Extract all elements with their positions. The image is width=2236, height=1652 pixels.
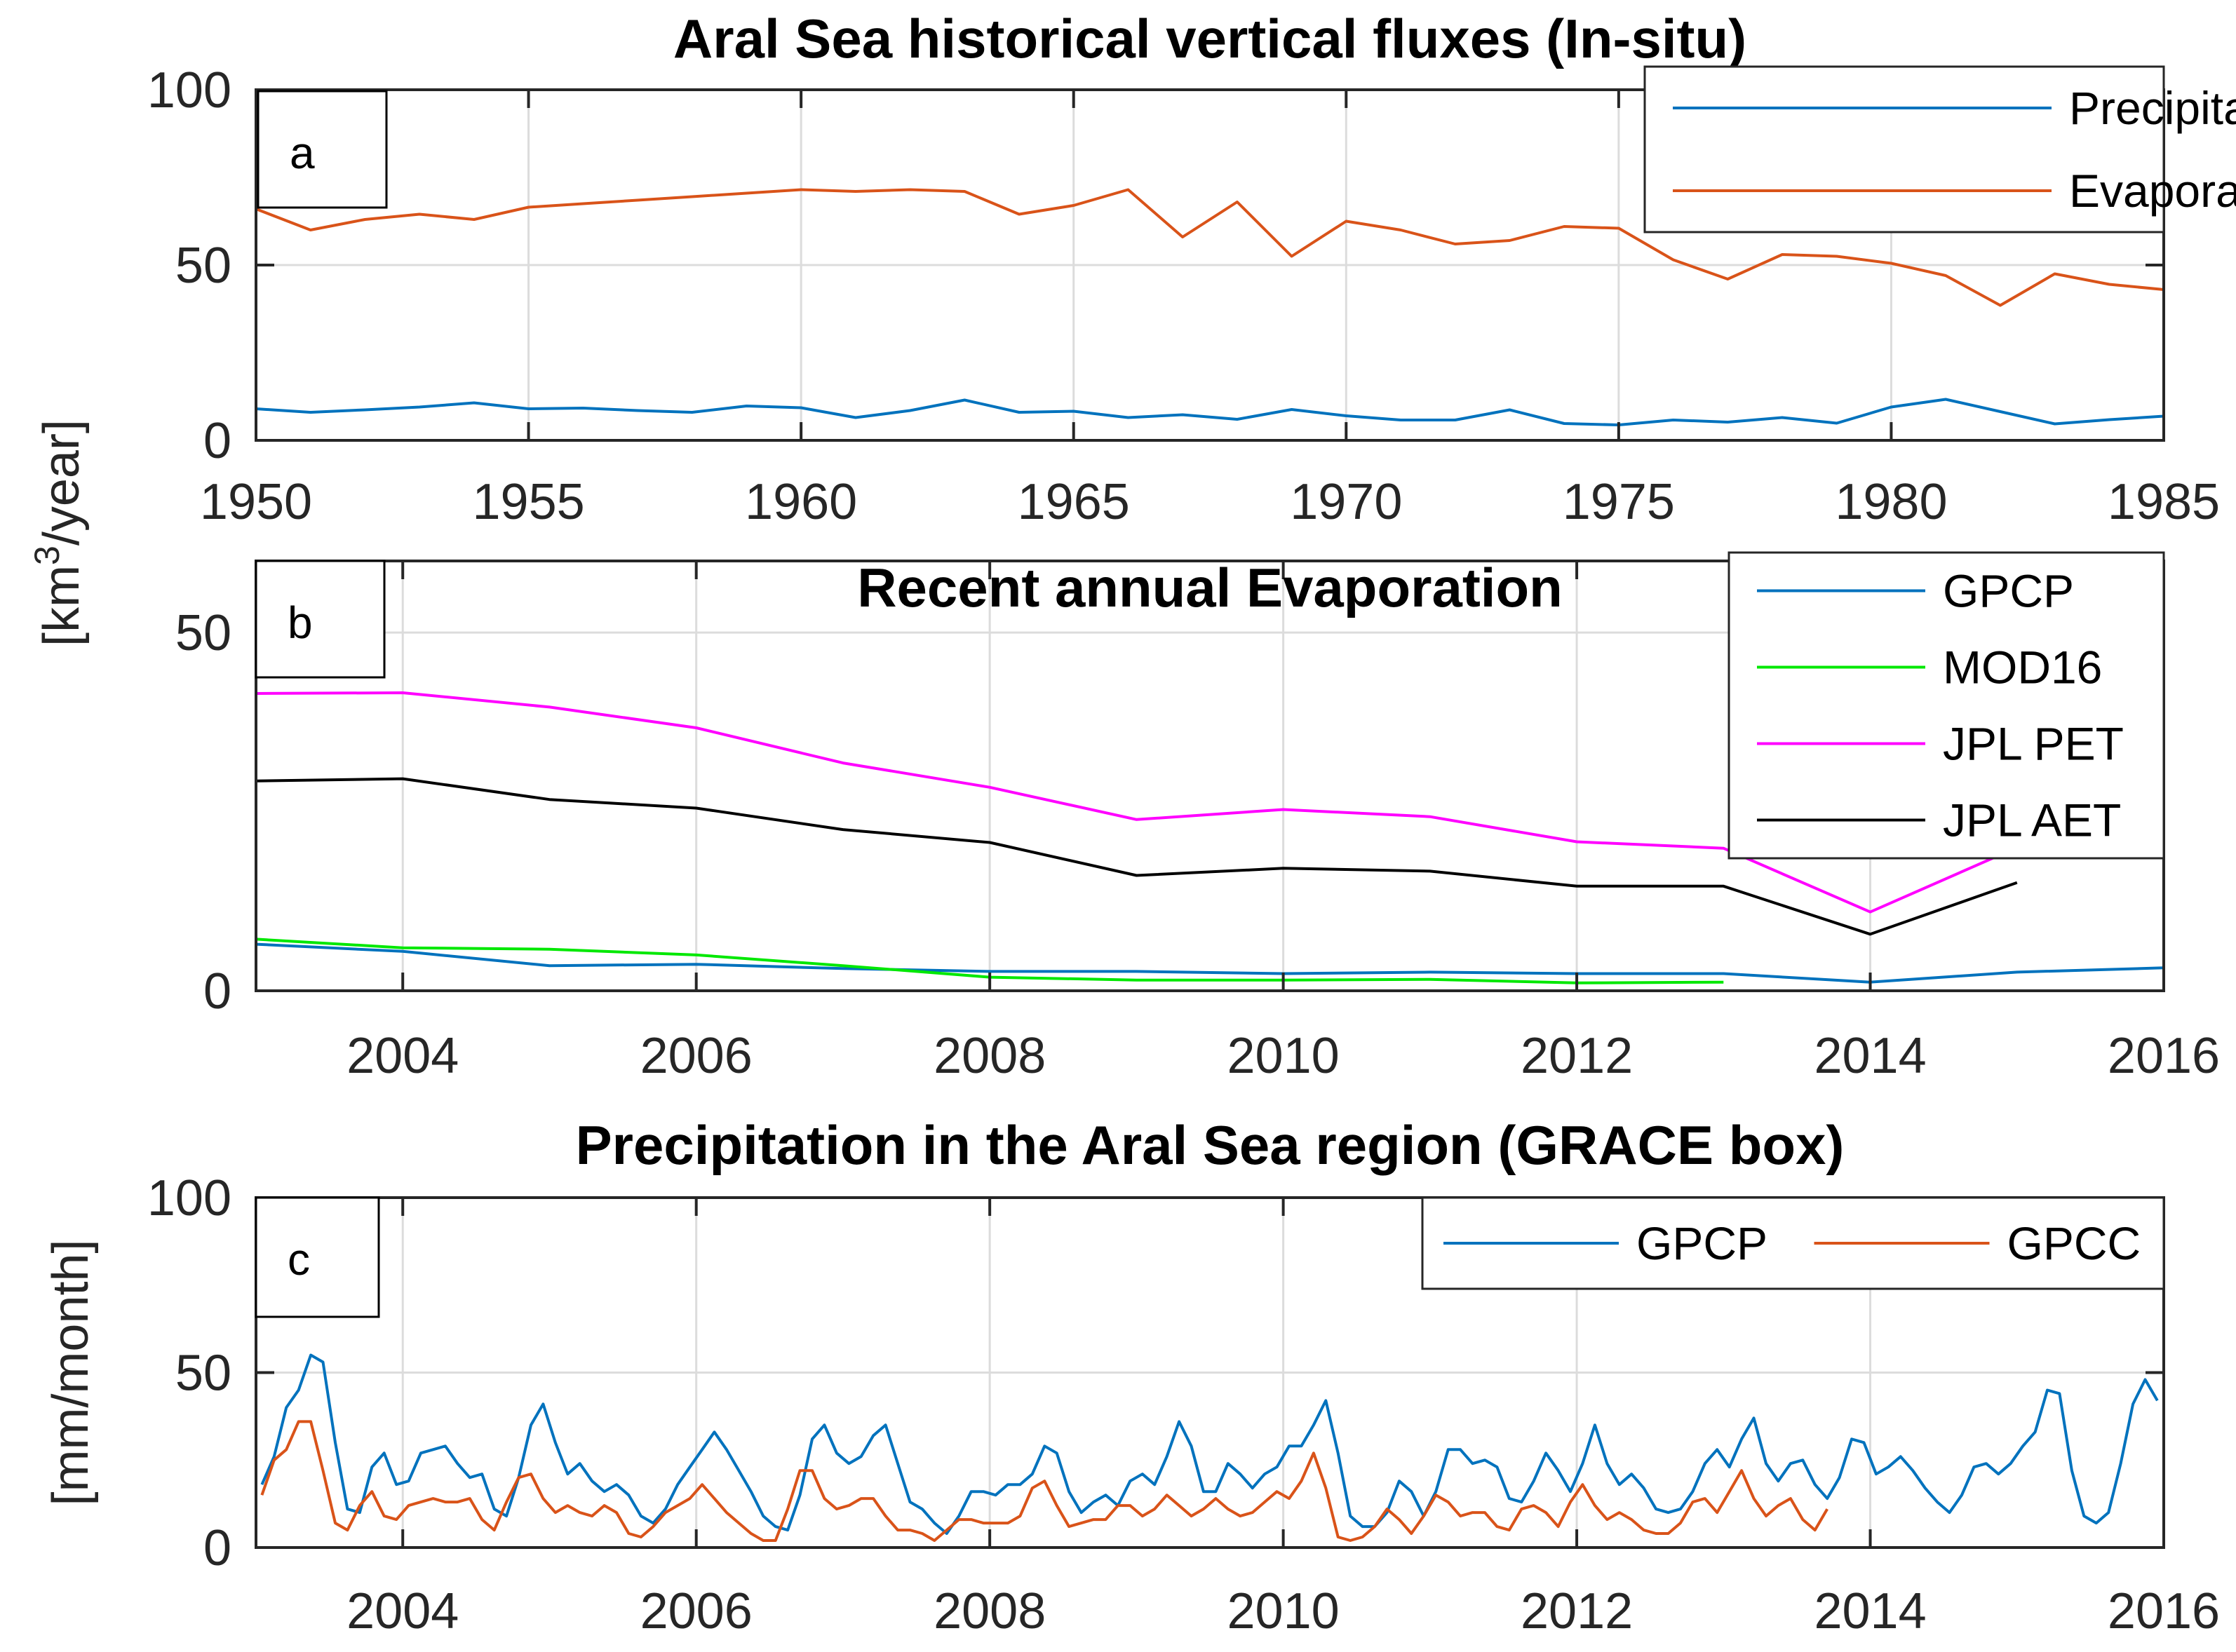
series-line-gpcc (260, 1420, 1828, 1542)
x-tick-label: 2008 (934, 1028, 1046, 1084)
y-tick-label: 0 (203, 1520, 231, 1576)
chart-title-c: Precipitation in the Aral Sea region (GR… (576, 1114, 1845, 1176)
x-tick-label: 1960 (745, 474, 857, 530)
y-tick-label: 0 (203, 963, 231, 1020)
x-tick-label: 2008 (934, 1583, 1046, 1639)
legend-label-gpcp: GPCP (1943, 565, 2074, 617)
x-tick-label: 2014 (1814, 1028, 1926, 1084)
legend-label-jpl-pet: JPL PET (1943, 718, 2124, 770)
y-tick-label: 100 (147, 1170, 231, 1226)
shared-y-axis-label: [km3/year] (27, 419, 90, 646)
series-line-gpcp (260, 1353, 2159, 1535)
chart-title-a: Aral Sea historical vertical fluxes (In-… (673, 8, 1746, 69)
y-tick-label: 50 (175, 605, 231, 661)
panel-b: 2004 2006 2008 2010 2012 2014 2016 0 50 Recent an… (175, 551, 2220, 1084)
x-tick-label: 1975 (1563, 474, 1675, 530)
panel-a: 1950 1955 1960 1965 1970 1975 1980 1985 0 50 100 Ar… (147, 8, 2236, 530)
x-tick-label: 2016 (2108, 1028, 2220, 1084)
panel-label-text: c (288, 1234, 310, 1285)
legend-label-mod16: MOD16 (1943, 642, 2102, 693)
panel-label-box (257, 90, 388, 209)
x-tick-label: 2010 (1227, 1583, 1340, 1639)
legend-box (1727, 551, 2165, 860)
legend-a: Precipitation Evaporation (1643, 65, 2236, 233)
x-tick-label: 2012 (1521, 1583, 1633, 1639)
y-tick-label: 50 (175, 1346, 231, 1402)
y-axis-label-c: [mm/month] (43, 1239, 99, 1505)
x-tick-label: 2006 (640, 1583, 753, 1639)
series-line-jpl-aet (255, 777, 2018, 936)
x-tick-label: 1970 (1290, 474, 1402, 530)
series-line-jpl-pet (255, 691, 2018, 914)
x-tick-label: 1980 (1835, 474, 1947, 530)
legend-b: GPCP MOD16 JPL PET JPL AET (1727, 551, 2165, 860)
panel-label-box (255, 560, 386, 679)
x-tick-label: 2012 (1521, 1028, 1633, 1084)
x-tick-label: 1965 (1018, 474, 1130, 530)
x-tick-label: 1955 (472, 474, 584, 530)
legend-label-gpcc: GPCC (2007, 1217, 2141, 1269)
series-line-evaporation (255, 188, 2164, 307)
panel-label-box (255, 1196, 380, 1318)
series-line-gpcp (255, 942, 2164, 984)
x-tick-label: 2004 (346, 1583, 459, 1639)
chart-title-b: Recent annual Evaporation (857, 557, 1563, 618)
panel-c: 2004 2006 2008 2010 2012 2014 2016 0 50 100 Precip… (43, 1114, 2220, 1639)
legend-c: GPCP GPCC (1421, 1196, 2165, 1290)
series-line-precipitation (255, 398, 2164, 426)
x-tick-label: 2014 (1814, 1583, 1926, 1639)
y-tick-label: 0 (203, 413, 231, 469)
legend-label-jpl-aet: JPL AET (1943, 794, 2121, 846)
x-tick-label: 1950 (200, 474, 312, 530)
legend-label-precipitation: Precipitation (2069, 82, 2236, 134)
x-tick-label: 2004 (346, 1028, 459, 1084)
y-tick-label: 100 (147, 62, 231, 119)
legend-label-gpcp: GPCP (1636, 1217, 1767, 1269)
y-tick-label: 50 (175, 238, 231, 294)
panel-label-text: a (290, 128, 315, 178)
panel-label-text: b (288, 597, 313, 648)
x-tick-label: 2006 (640, 1028, 753, 1084)
x-tick-label: 2016 (2108, 1583, 2220, 1639)
x-tick-label: 2010 (1227, 1028, 1340, 1084)
x-tick-label: 1985 (2108, 474, 2220, 530)
legend-label-evaporation: Evaporation (2069, 165, 2236, 217)
legend-box (1643, 65, 2165, 233)
